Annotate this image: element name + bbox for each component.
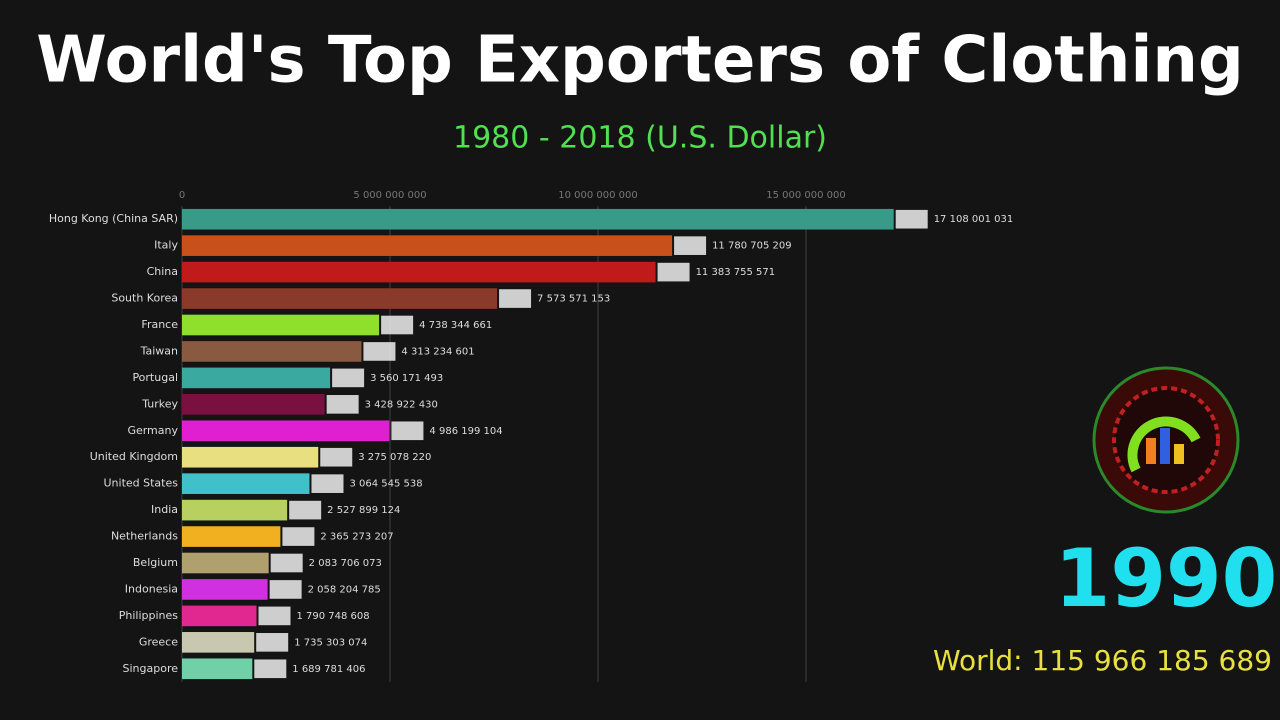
logo-bar — [1174, 444, 1184, 464]
flag — [499, 289, 532, 308]
y-tick-label: South Korea — [111, 292, 178, 305]
bar — [182, 420, 390, 442]
flag — [258, 606, 291, 626]
value-label: 1 689 781 406 — [292, 664, 365, 675]
flag — [282, 527, 315, 546]
y-tick-label: Portugal — [132, 371, 178, 384]
y-tick-label: Philippines — [119, 609, 179, 622]
y-tick-label: Belgium — [133, 556, 178, 569]
y-tick-label: China — [147, 265, 178, 278]
value-label: 3 560 171 493 — [370, 373, 443, 384]
x-tick-label: 5 000 000 000 — [353, 190, 426, 201]
value-label: 4 738 344 661 — [419, 320, 492, 331]
value-label: 3 064 545 538 — [349, 479, 422, 490]
bar — [182, 605, 257, 627]
chart-subtitle: 1980 - 2018 (U.S. Dollar) — [453, 121, 827, 156]
flag — [657, 262, 690, 282]
flag — [391, 421, 424, 441]
bar — [182, 208, 894, 230]
bar — [182, 526, 281, 547]
chart-title: World's Top Exporters of Clothing — [36, 24, 1244, 98]
bar — [182, 579, 268, 600]
world-total: World: 115 966 185 689 — [933, 644, 1272, 677]
bar — [182, 473, 310, 494]
bar — [182, 235, 673, 256]
y-tick-label: Indonesia — [125, 582, 178, 595]
bar — [182, 632, 255, 653]
value-label: 4 313 234 601 — [401, 346, 474, 357]
bar — [182, 261, 656, 283]
flag — [326, 395, 359, 414]
flag — [254, 659, 287, 679]
bar — [182, 394, 325, 415]
y-tick-label: France — [141, 318, 178, 331]
y-tick-label: India — [151, 503, 178, 516]
bar — [182, 314, 380, 336]
logo-bar — [1146, 438, 1156, 464]
value-label: 11 383 755 571 — [696, 267, 776, 278]
value-label: 2 365 273 207 — [320, 532, 393, 543]
flag — [363, 342, 396, 361]
bar — [182, 341, 362, 362]
y-tick-label: Hong Kong (China SAR) — [49, 212, 178, 225]
flag — [674, 236, 707, 255]
y-tick-label: Taiwan — [140, 344, 178, 357]
value-label: 2 527 899 124 — [327, 505, 400, 516]
value-label: 3 275 078 220 — [358, 452, 431, 463]
x-tick-label: 15 000 000 000 — [766, 190, 846, 201]
value-label: 2 058 204 785 — [308, 584, 381, 595]
flag — [320, 447, 353, 467]
flag — [256, 633, 289, 652]
value-label: 4 986 199 104 — [429, 426, 502, 437]
value-label: 3 428 922 430 — [365, 399, 438, 410]
value-label: 2 083 706 073 — [309, 558, 382, 569]
x-tick-label: 10 000 000 000 — [558, 190, 638, 201]
bar — [182, 288, 498, 309]
flag — [332, 368, 365, 388]
y-tick-label: Turkey — [141, 397, 178, 410]
bar — [182, 658, 253, 680]
year-label: 1990 — [1055, 532, 1278, 625]
y-tick-label: United States — [104, 477, 179, 490]
value-label: 11 780 705 209 — [712, 241, 792, 252]
flag — [381, 315, 414, 335]
y-tick-label: Germany — [127, 424, 178, 437]
value-label: 1 790 748 608 — [296, 611, 369, 622]
value-label: 7 573 571 153 — [537, 294, 610, 305]
flag — [289, 500, 322, 520]
flag — [895, 209, 928, 229]
logo — [1092, 366, 1240, 514]
x-tick-label: 0 — [179, 190, 185, 201]
logo-bar — [1160, 428, 1170, 464]
y-tick-label: Singapore — [123, 662, 179, 675]
y-tick-label: Italy — [154, 239, 178, 252]
flag — [270, 553, 303, 573]
bar — [182, 552, 269, 574]
bar — [182, 446, 319, 468]
bar — [182, 499, 288, 521]
flag — [311, 474, 344, 493]
value-label: 1 735 303 074 — [294, 637, 367, 648]
y-tick-label: Greece — [139, 635, 178, 648]
y-tick-label: Netherlands — [111, 530, 178, 543]
y-tick-label: United Kingdom — [90, 450, 178, 463]
flag — [269, 580, 302, 599]
bar — [182, 367, 331, 389]
value-label: 17 108 001 031 — [934, 214, 1014, 225]
logo-arc — [1127, 416, 1201, 473]
